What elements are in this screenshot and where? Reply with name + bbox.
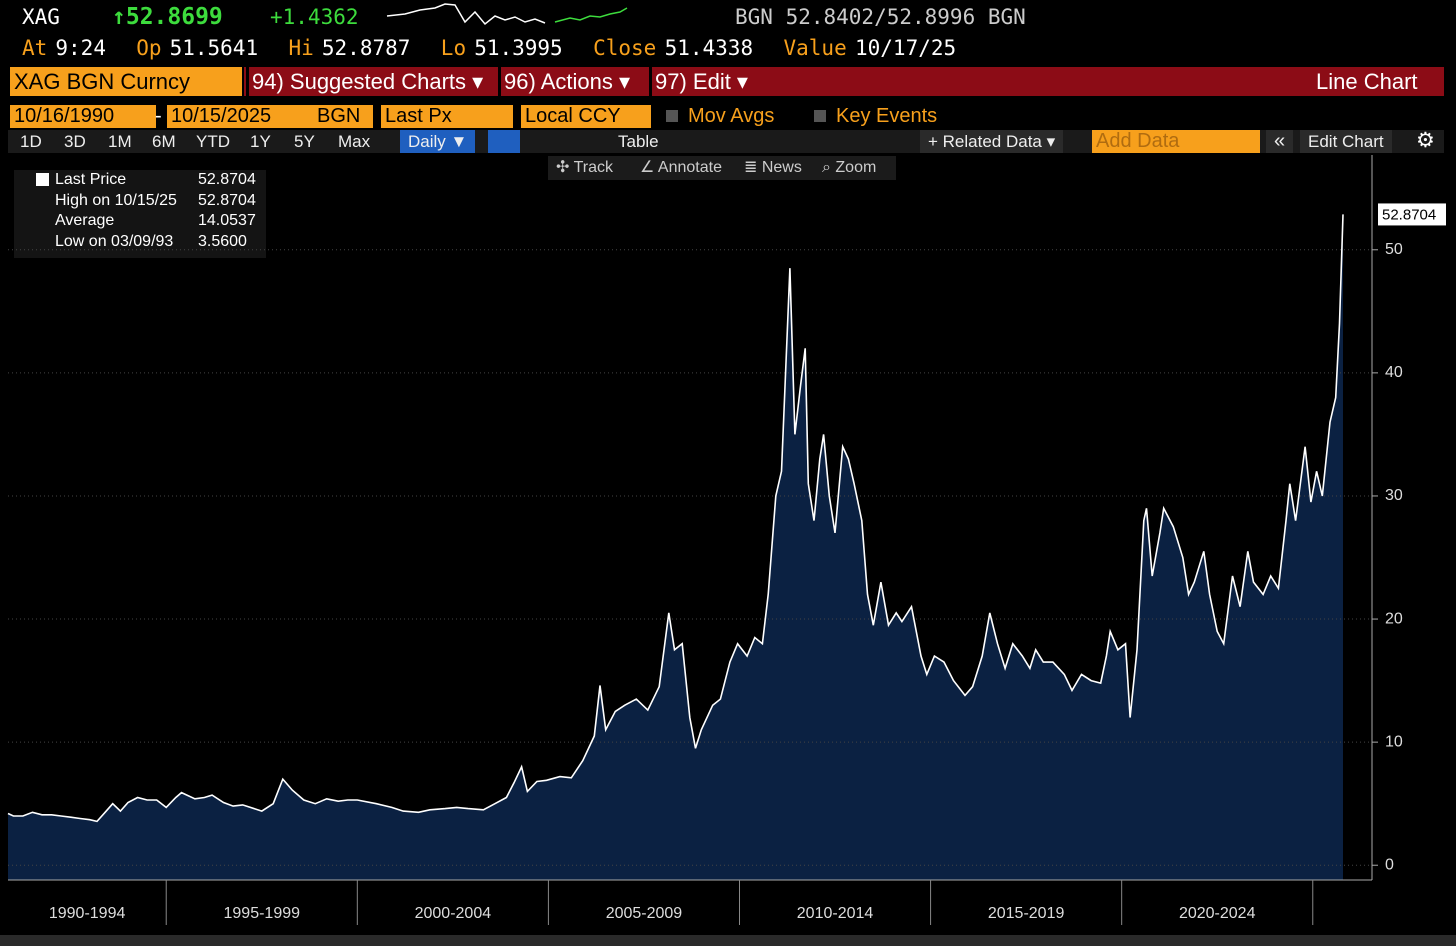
checkbox[interactable] (814, 110, 826, 122)
end-date[interactable]: 10/15/2025 (167, 105, 313, 128)
field-value: 52.8787 (321, 36, 411, 60)
ticker: XAG (22, 5, 60, 29)
legend-label: Last Price (55, 171, 127, 188)
last-price-tag: 52.8704 (1382, 206, 1436, 223)
checkbox[interactable] (666, 110, 678, 122)
view-name: Line Chart (1316, 69, 1418, 94)
legend-value: 52.8704 (198, 171, 256, 188)
legend-label: High on 10/15/25 (55, 191, 177, 209)
menu-item[interactable]: 96) Actions ▾ (504, 69, 630, 94)
last-price-tag-bg (1378, 203, 1446, 226)
tool-button[interactable]: ✣ Track (556, 159, 613, 176)
legend-value: 3.5600 (198, 232, 247, 250)
bottom-strip (0, 935, 1456, 946)
field-label: Op (136, 36, 162, 60)
legend-value: 14.0537 (198, 212, 256, 229)
menu-sep (246, 67, 249, 96)
menu-sep (649, 67, 652, 96)
sparkline-line (554, 7, 628, 23)
x-period-label: 2005-2009 (606, 905, 683, 922)
period-button[interactable]: 6M (152, 132, 176, 151)
legend-value: 52.8704 (198, 191, 256, 209)
period-button[interactable]: 5Y (294, 132, 315, 151)
source[interactable]: BGN (313, 105, 373, 128)
date-sep: - (155, 105, 162, 127)
tool-button[interactable]: ≣ News (744, 159, 802, 176)
period-button[interactable]: YTD (196, 132, 230, 151)
period-button[interactable]: 3D (64, 132, 86, 151)
period-button[interactable]: 1M (108, 132, 132, 151)
period-button[interactable]: 1Y (250, 132, 271, 151)
table-button[interactable]: Table (618, 132, 659, 151)
y-tick-label: 10 (1385, 733, 1403, 750)
toolbar-bg (8, 130, 1444, 153)
menu-sep (498, 67, 501, 96)
y-tick-label: 30 (1385, 487, 1403, 504)
frequency[interactable]: Daily ▼ (400, 130, 476, 153)
chart-icon[interactable] (488, 130, 520, 153)
field-label: Hi (288, 36, 314, 60)
collapse[interactable]: « (1266, 130, 1294, 153)
field[interactable]: Last Px (381, 105, 513, 128)
option[interactable]: Mov Avgs (688, 105, 775, 127)
field-value: 51.3995 (474, 36, 563, 60)
sparkline (386, 3, 628, 26)
tools-bg (548, 156, 896, 180)
x-period-label: 1990-1994 (49, 905, 126, 922)
menu-bar (244, 67, 1444, 96)
y-tick-label: 20 (1385, 610, 1403, 627)
legend-label: Average (55, 212, 115, 229)
y-tick-label: 0 (1385, 856, 1394, 873)
field-label: Value (783, 36, 847, 60)
menu-item[interactable]: 97) Edit ▾ (655, 69, 748, 94)
period-button[interactable]: 1D (20, 132, 42, 151)
x-period-label: 2010-2014 (797, 905, 874, 922)
tool-button[interactable]: ⌕ Zoom (822, 159, 877, 176)
tool-button[interactable]: ∠ Annotate (640, 159, 722, 176)
sparkline-line (386, 3, 546, 26)
field-value: 51.5641 (169, 36, 259, 60)
field-value: 51.4338 (664, 36, 754, 60)
x-period-label: 1995-1999 (224, 905, 301, 922)
price: ↑52.8699 (112, 4, 223, 30)
chart: 0 10 20 30 40 50 52.8704 1990-1994 1995-1999 2000… (0, 155, 1456, 946)
x-period-label: 2015-2019 (988, 905, 1065, 922)
related-data[interactable]: + Related Data ▾ (920, 130, 1064, 153)
security[interactable]: XAG BGN Curncy (10, 67, 242, 96)
x-period-label: 2020-2024 (1179, 905, 1256, 922)
start-date[interactable]: 10/16/1990 (10, 105, 156, 128)
field-value: 9:24 (55, 36, 106, 60)
field-label: At (22, 36, 48, 60)
x-period-label: 2000-2004 (415, 905, 492, 922)
add-data[interactable]: Add Data (1092, 130, 1260, 153)
period-button[interactable]: Max (338, 132, 371, 151)
bid-ask: BGN 52.8402/52.8996 BGN (735, 5, 1026, 29)
option[interactable]: Key Events (836, 105, 938, 127)
chart-settings[interactable]: ⚙ (1416, 129, 1435, 152)
field-value: 10/17/25 (855, 36, 957, 60)
legend-label: Low on 03/09/93 (55, 232, 174, 250)
field-label: Close (593, 36, 657, 60)
menu-item[interactable]: 94) Suggested Charts ▾ (252, 69, 484, 94)
area-fill (8, 214, 1343, 880)
y-tick-label: 40 (1385, 364, 1403, 381)
y-tick-label: 50 (1385, 241, 1403, 258)
currency[interactable]: Local CCY (521, 105, 651, 128)
edit-chart[interactable]: Edit Chart (1300, 130, 1392, 153)
legend-bg (14, 170, 266, 258)
field-label: Lo (440, 36, 467, 60)
change: +1.4362 (270, 5, 359, 29)
legend-swatch (36, 173, 49, 186)
price-line (7, 214, 1344, 823)
